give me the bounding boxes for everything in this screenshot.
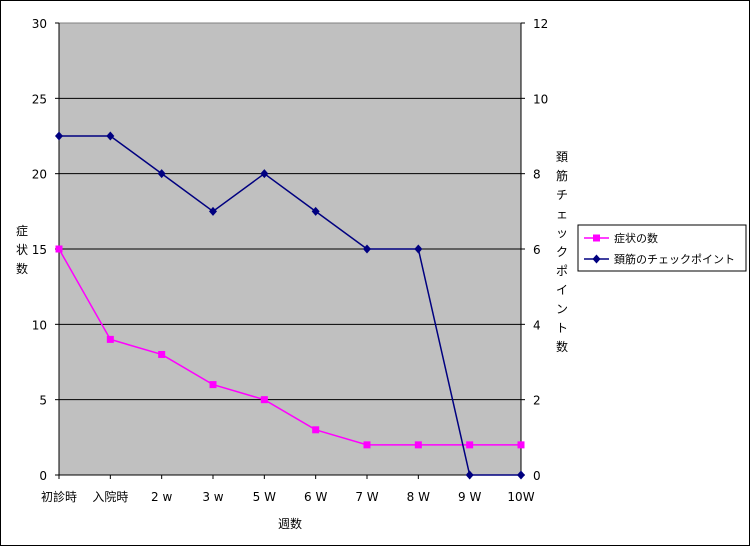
axis-title-char: ッ: [556, 226, 568, 240]
data-point-square: [414, 441, 422, 449]
series-line: [58, 248, 521, 446]
right-tick-label: 6: [533, 243, 541, 257]
right-tick-label: 10: [533, 92, 548, 106]
data-point-diamond: [55, 131, 63, 141]
left-tick-label: 10: [32, 318, 47, 332]
axis-title-char: ン: [556, 302, 568, 316]
x-tick-label: 3 w: [202, 490, 223, 504]
data-point-diamond: [517, 470, 525, 480]
x-tick-label: 入院時: [92, 490, 128, 504]
data-point-diamond: [465, 470, 474, 480]
data-point-diamond: [414, 244, 423, 254]
axis-title-char: 状: [16, 243, 28, 257]
x-axis-ticks: 初診時 入院時 2 w 3 w 5 W 6 W 7 W 8 W 9 W 10W: [41, 475, 535, 504]
right-axis-title: 頚筋チェックポイント数: [556, 150, 568, 354]
data-point-diamond: [311, 206, 320, 216]
right-axis-ticks: 0 2 4 6 8 10 12: [521, 17, 548, 483]
axis-title-char: 症: [16, 223, 28, 238]
data-point-square: [363, 441, 371, 449]
x-tick-label: 10W: [507, 490, 534, 504]
axis-title-char: 頚: [556, 150, 568, 164]
data-point-diamond: [209, 206, 217, 216]
data-point-square: [55, 245, 63, 253]
x-tick-label: 2 w: [151, 490, 172, 504]
axis-title-char: 数: [16, 261, 28, 276]
axis-title-char: ポ: [556, 264, 568, 278]
axis-title-char: ト: [556, 321, 568, 335]
axis-title-char: ェ: [556, 207, 568, 221]
data-point-diamond: [157, 169, 166, 179]
left-tick-label: 25: [32, 92, 47, 106]
data-point-diamond: [260, 169, 269, 179]
data-point-square: [209, 381, 217, 389]
x-tick-label: 9 W: [458, 490, 481, 504]
gridlines: [59, 97, 521, 401]
axis-title-char: ク: [556, 245, 568, 259]
series-line: [59, 135, 521, 476]
right-tick-label: 12: [533, 17, 548, 31]
legend-marker-diamond: [592, 254, 601, 264]
left-tick-label: 0: [39, 469, 47, 483]
axis-title-char: 筋: [556, 168, 568, 183]
legend-label: 頚筋のチェックポイント: [614, 252, 735, 266]
x-tick-label: 8 W: [407, 490, 430, 504]
left-tick-label: 30: [32, 17, 47, 31]
legend-label: 症状の数: [614, 231, 658, 245]
left-tick-label: 15: [32, 243, 47, 257]
data-point-square: [312, 426, 320, 434]
x-tick-label: 初診時: [41, 489, 77, 504]
legend-box: [577, 224, 747, 272]
left-tick-label: 5: [39, 394, 47, 408]
x-tick-label: 5 W: [253, 490, 276, 504]
axis-title-char: 数: [556, 339, 568, 354]
data-point-diamond: [363, 244, 371, 254]
right-tick-label: 2: [533, 394, 541, 408]
x-tick-label: 6 W: [304, 490, 327, 504]
data-point-square: [466, 441, 474, 449]
right-tick-label: 0: [533, 469, 541, 483]
legend-marker-square: [593, 234, 600, 242]
x-axis-title: 週数: [278, 516, 302, 531]
left-tick-label: 20: [32, 168, 47, 182]
x-tick-label: 7 W: [355, 490, 378, 504]
right-tick-label: 8: [533, 168, 541, 182]
data-point-square: [517, 441, 525, 449]
left-axis-title: 症状数: [16, 223, 28, 276]
data-point-square: [260, 396, 268, 404]
data-point-square: [158, 350, 166, 358]
right-tick-label: 4: [533, 318, 541, 332]
data-point-diamond: [106, 131, 115, 141]
axis-title-char: イ: [556, 283, 568, 297]
axis-title-char: チ: [556, 188, 568, 202]
data-point-square: [106, 335, 114, 343]
series-group: [55, 131, 525, 480]
left-axis-ticks: 0 5 10 15 20 25 30: [32, 17, 59, 483]
